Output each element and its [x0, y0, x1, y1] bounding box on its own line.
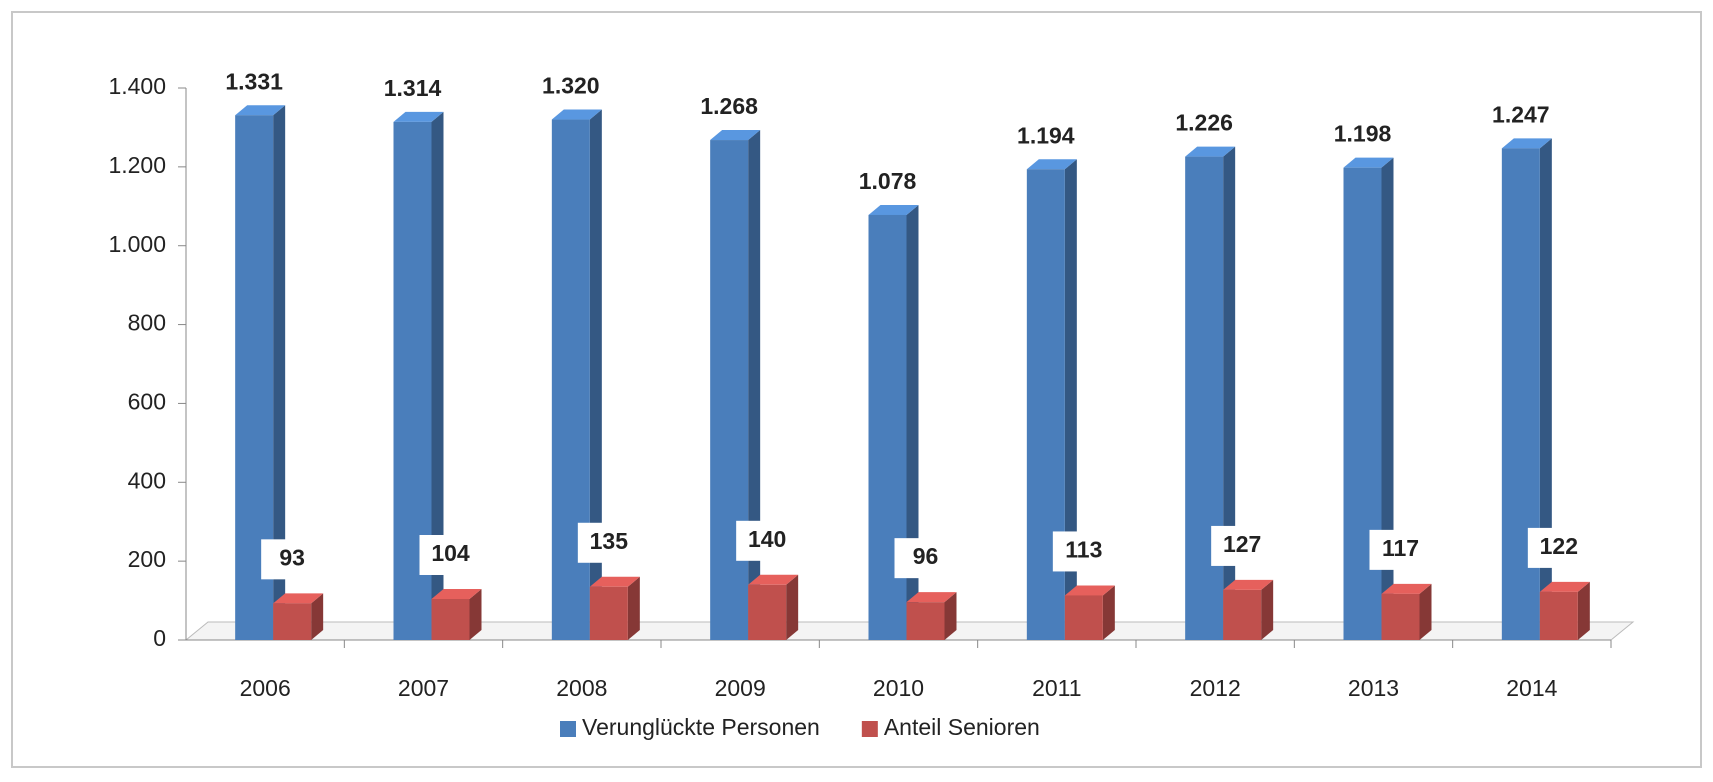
bar-top — [551, 109, 602, 120]
bar — [1064, 595, 1103, 640]
bar-side — [469, 588, 482, 640]
value-label: 1.198 — [1334, 121, 1392, 147]
x-tick-label: 2008 — [556, 675, 607, 701]
bar-top — [1185, 146, 1236, 157]
value-label: 140 — [748, 526, 786, 552]
bar-side — [273, 105, 286, 641]
bar-side — [906, 204, 919, 640]
bar-side — [786, 574, 799, 640]
y-tick-label: 1.200 — [108, 152, 166, 178]
bar — [431, 598, 470, 640]
x-tick-label: 2006 — [240, 675, 291, 701]
bar-top — [1223, 579, 1274, 590]
bar-side — [1381, 157, 1394, 640]
bar-side — [311, 593, 324, 640]
bar-side — [1102, 585, 1115, 640]
bar-side — [1261, 579, 1274, 640]
value-label-box — [1052, 531, 1117, 572]
y-tick-label: 400 — [128, 467, 166, 493]
bar-side — [1539, 138, 1552, 640]
value-label: 1.194 — [1017, 122, 1075, 148]
x-tick-label: 2013 — [1348, 675, 1399, 701]
x-tick-label: 2010 — [873, 675, 924, 701]
bar-side — [748, 130, 761, 640]
value-label-box — [894, 538, 959, 579]
bar — [1185, 156, 1224, 640]
value-label-box — [1369, 529, 1434, 570]
value-label-box — [419, 534, 484, 575]
value-label: 135 — [590, 528, 629, 554]
value-label: 117 — [1382, 535, 1419, 561]
bar-side — [1064, 159, 1077, 641]
bar-top — [1501, 138, 1552, 149]
bar-top — [1026, 159, 1077, 170]
bar-top — [1064, 585, 1115, 596]
value-label: 113 — [1065, 537, 1102, 563]
legend-label: Anteil Senioren — [884, 714, 1040, 740]
chart-border — [11, 11, 1702, 768]
y-tick-label: 1.400 — [108, 73, 166, 99]
value-label: 96 — [913, 543, 939, 569]
value-label: 1.268 — [700, 93, 758, 119]
bar-top — [868, 204, 919, 215]
value-label-box — [1527, 527, 1592, 568]
bar-side — [589, 109, 602, 641]
bar-top — [748, 574, 799, 585]
bar — [906, 602, 945, 640]
value-label-box — [1211, 525, 1276, 566]
bar-top — [235, 105, 286, 116]
bar-side — [944, 592, 957, 640]
bar-top — [1343, 157, 1394, 168]
value-label: 127 — [1223, 531, 1261, 557]
y-tick-label: 0 — [153, 625, 166, 651]
bar — [710, 140, 749, 640]
bar-top — [431, 588, 482, 599]
bar-top — [906, 592, 957, 603]
bar-top — [589, 576, 640, 587]
legend-swatch — [861, 721, 878, 737]
bar-side — [1223, 146, 1236, 640]
x-tick-label: 2009 — [715, 675, 766, 701]
value-label: 104 — [431, 540, 470, 566]
bar-top — [710, 130, 761, 141]
legend-swatch — [560, 721, 576, 737]
value-label: 1.320 — [542, 73, 600, 99]
bar-top — [273, 593, 324, 604]
value-label: 93 — [279, 544, 305, 570]
x-tick-label: 2007 — [398, 675, 449, 701]
legend-label: Verunglückte Personen — [582, 714, 820, 740]
y-tick-label: 200 — [128, 546, 166, 572]
value-label: 1.247 — [1492, 101, 1550, 127]
value-label: 1.226 — [1175, 110, 1233, 136]
bar-side — [627, 576, 640, 640]
bar-side — [431, 111, 444, 640]
bar — [273, 603, 312, 640]
bar — [1381, 593, 1420, 640]
bar — [1223, 589, 1262, 640]
bar-top — [393, 111, 444, 122]
bar — [1539, 591, 1578, 640]
y-tick-label: 600 — [128, 389, 166, 415]
bar-top — [1381, 583, 1432, 594]
x-tick-label: 2012 — [1190, 675, 1241, 701]
value-label-box — [261, 539, 326, 580]
value-label-box — [736, 520, 801, 561]
value-label-box — [577, 522, 642, 563]
x-tick-label: 2011 — [1032, 675, 1081, 701]
x-tick-label: 2014 — [1506, 675, 1557, 701]
value-label: 1.331 — [225, 68, 283, 94]
bar-side — [1577, 581, 1590, 640]
bar — [589, 586, 628, 640]
value-label: 1.314 — [384, 75, 442, 101]
bar — [748, 584, 787, 640]
value-label: 122 — [1540, 533, 1578, 559]
value-label: 1.078 — [859, 168, 917, 194]
y-tick-label: 800 — [128, 310, 166, 336]
bar-side — [1419, 583, 1432, 640]
y-tick-label: 1.000 — [108, 231, 166, 257]
bar-top — [1539, 581, 1590, 592]
